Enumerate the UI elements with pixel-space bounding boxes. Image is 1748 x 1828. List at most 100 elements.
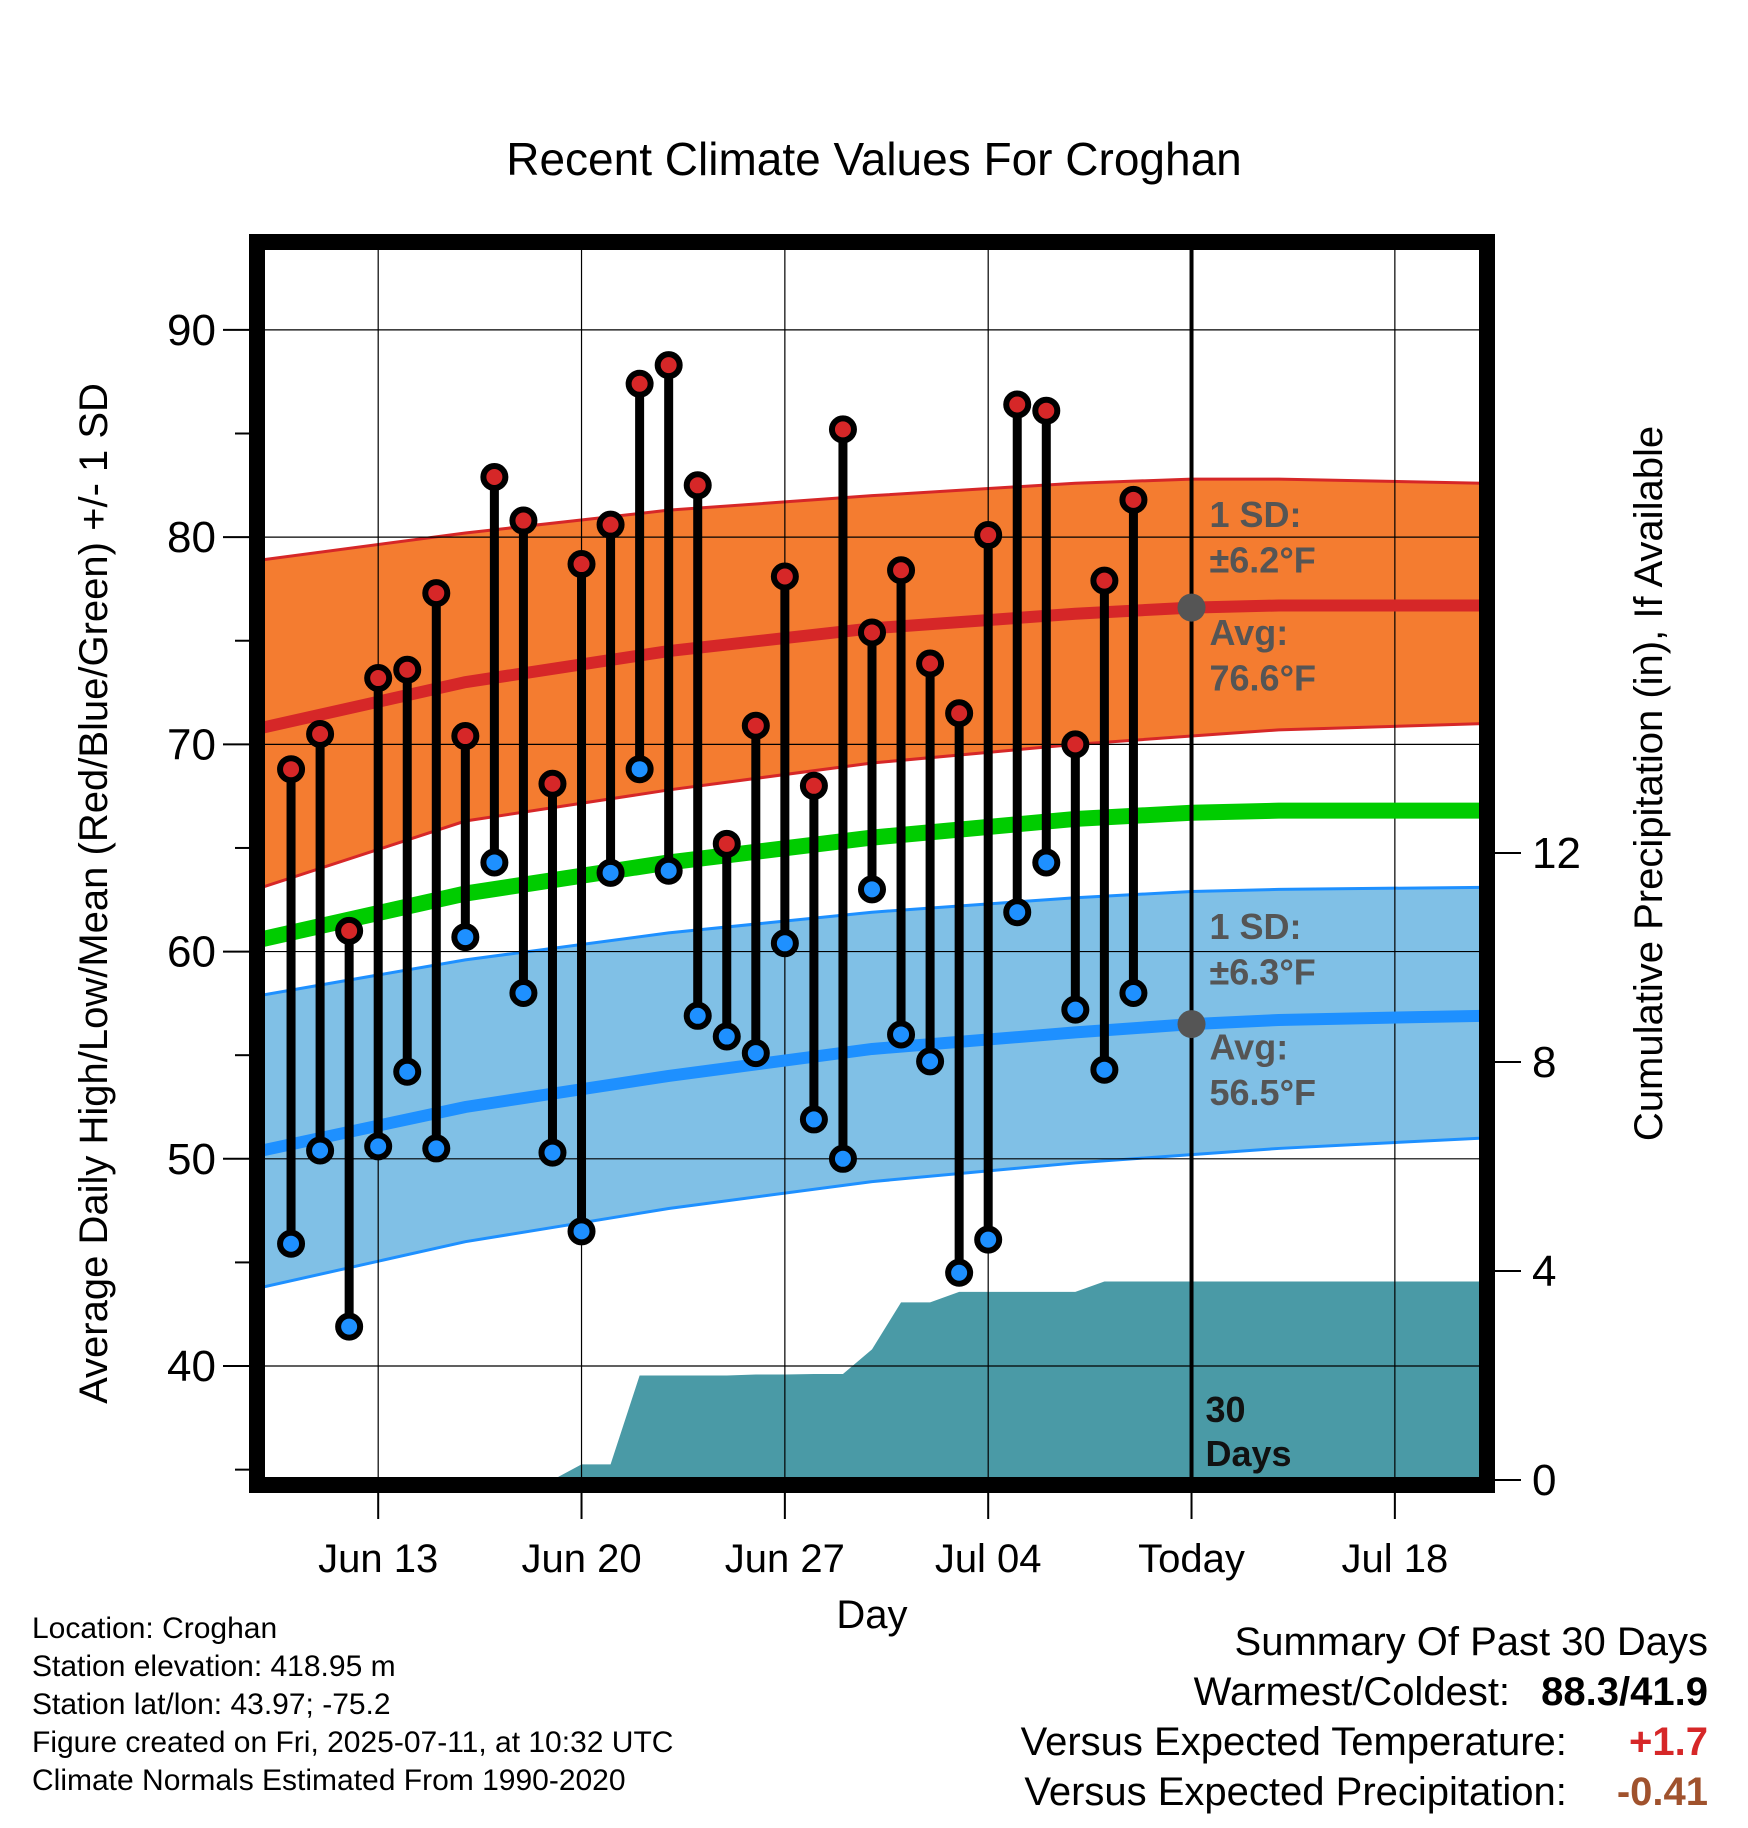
daily-high-point <box>538 769 567 798</box>
low-sd-band-upper-edge <box>262 885 1482 997</box>
daily-low-point <box>974 1225 1003 1254</box>
daily-low-point <box>1061 995 1090 1024</box>
created-text: Figure created on Fri, 2025-07-11, at 10… <box>32 1726 674 1759</box>
daily-low-point <box>1090 1055 1119 1084</box>
warm-cold-value: 88.3/41.9 <box>1541 1670 1708 1714</box>
low-sd-band-lower-edge <box>262 1136 1482 1289</box>
daily-high-point <box>509 506 538 535</box>
daily-low-point <box>741 1039 770 1068</box>
daily-high-point <box>1119 485 1148 514</box>
daily-low-point <box>945 1258 974 1287</box>
daily-high-point <box>567 550 596 579</box>
daily-low-point <box>451 923 480 952</box>
y2-tick-label: 8 <box>1532 1038 1556 1087</box>
daily-low-point <box>625 755 654 784</box>
daily-low-point <box>916 1047 945 1076</box>
daily-low-point <box>712 1022 741 1051</box>
summary-temp: Versus Expected Temperature: +1.7 <box>1021 1717 1708 1767</box>
y-tick-label: 60 <box>167 928 216 977</box>
summary-warm-cold: Warmest/Coldest: 88.3/41.9 <box>1194 1667 1708 1717</box>
low-sd-band <box>262 887 1482 1288</box>
high-avg-label: Avg: <box>1210 612 1289 653</box>
daily-low-point <box>1032 848 1061 877</box>
daily-low-point <box>1003 898 1032 927</box>
precip-anomaly-label: Versus Expected Precipitation: <box>1024 1770 1567 1814</box>
low-sd-label: 1 SD: <box>1210 906 1302 947</box>
daily-low-point <box>799 1105 828 1134</box>
summary-precip: Versus Expected Precipitation: -0.41 <box>1024 1767 1708 1817</box>
y-tick-label: 40 <box>167 1342 216 1391</box>
x-tick-label: Jul 04 <box>935 1537 1042 1581</box>
daily-low-point <box>422 1134 451 1163</box>
y-tick-label: 90 <box>167 306 216 355</box>
daily-high-point <box>277 755 306 784</box>
daily-low-point <box>567 1217 596 1246</box>
location-text: Location: Croghan <box>32 1612 278 1645</box>
daily-low-point <box>828 1144 857 1173</box>
daily-low-point <box>887 1020 916 1049</box>
daily-high-point <box>451 722 480 751</box>
high-sd-band-upper-edge <box>262 477 1482 562</box>
high-avg-value: 76.6°F <box>1210 657 1316 698</box>
daily-high-point <box>1003 390 1032 419</box>
low-avg-label: Avg: <box>1210 1026 1289 1067</box>
precip-anomaly-value: -0.41 <box>1616 1770 1708 1814</box>
daily-high-point <box>422 579 451 608</box>
high-sd-label: 1 SD: <box>1210 494 1302 535</box>
y2-tick-label: 4 <box>1532 1247 1556 1296</box>
window-count-label: 30 <box>1206 1389 1246 1430</box>
y2-tick-label: 12 <box>1532 829 1581 878</box>
daily-high-point <box>393 655 422 684</box>
daily-high-point <box>480 463 509 492</box>
plot-area <box>262 247 1482 1480</box>
mean-avg-line <box>262 802 1482 947</box>
x-tick-label: Jun 27 <box>725 1537 845 1581</box>
daily-low-point <box>509 979 538 1008</box>
daily-high-point <box>741 711 770 740</box>
daily-high-point <box>712 829 741 858</box>
daily-low-point <box>858 875 886 904</box>
daily-low-point <box>393 1057 422 1086</box>
daily-high-point <box>974 521 1003 550</box>
x-tick-label: Today <box>1138 1537 1245 1581</box>
low-avg-marker <box>1177 1010 1206 1039</box>
daily-high-point <box>596 510 625 539</box>
low-avg-line <box>262 1009 1482 1157</box>
y2-tick-label: 0 <box>1532 1456 1556 1505</box>
y-tick-label: 50 <box>167 1135 216 1184</box>
x-axis-title: Day <box>836 1593 907 1637</box>
x-tick-label: Jun 20 <box>521 1537 641 1581</box>
daily-low-point <box>335 1312 364 1341</box>
daily-high-point <box>1090 566 1119 595</box>
window-days-label: Days <box>1206 1433 1292 1474</box>
daily-low-point <box>654 856 683 885</box>
x-tick-label: Jul 18 <box>1341 1537 1448 1581</box>
daily-low-point <box>1119 979 1148 1008</box>
y2-axis-title: Cumulative Precipitation (in), If Availa… <box>1627 426 1671 1141</box>
daily-low-point <box>277 1229 306 1258</box>
high-sd-band-lower-edge <box>262 722 1482 889</box>
daily-high-point <box>945 699 974 728</box>
elevation-text: Station elevation: 418.95 m <box>32 1650 396 1683</box>
chart-title: Recent Climate Values For Croghan <box>506 133 1241 185</box>
daily-high-point <box>683 471 712 500</box>
normals-text: Climate Normals Estimated From 1990-2020 <box>32 1764 626 1797</box>
y-tick-label: 80 <box>167 513 216 562</box>
precip-area <box>262 1281 1482 1480</box>
daily-high-point <box>916 649 945 678</box>
daily-low-point <box>364 1132 393 1161</box>
daily-high-point <box>1032 396 1061 425</box>
warm-cold-label: Warmest/Coldest: <box>1193 1670 1511 1714</box>
daily-low-point <box>596 858 625 887</box>
y-axis-title: Average Daily High/Low/Mean (Red/Blue/Gr… <box>72 383 116 1404</box>
x-tick-label: Jun 13 <box>318 1537 438 1581</box>
low-avg-value: 56.5°F <box>1210 1072 1316 1113</box>
daily-high-point <box>799 771 828 800</box>
daily-high-point <box>335 916 364 945</box>
daily-low-point <box>306 1136 335 1165</box>
daily-high-point <box>887 556 916 585</box>
latlon-text: Station lat/lon: 43.97; -75.2 <box>32 1688 391 1721</box>
daily-high-point <box>364 664 393 693</box>
temp-anomaly-value: +1.7 <box>1629 1720 1708 1764</box>
